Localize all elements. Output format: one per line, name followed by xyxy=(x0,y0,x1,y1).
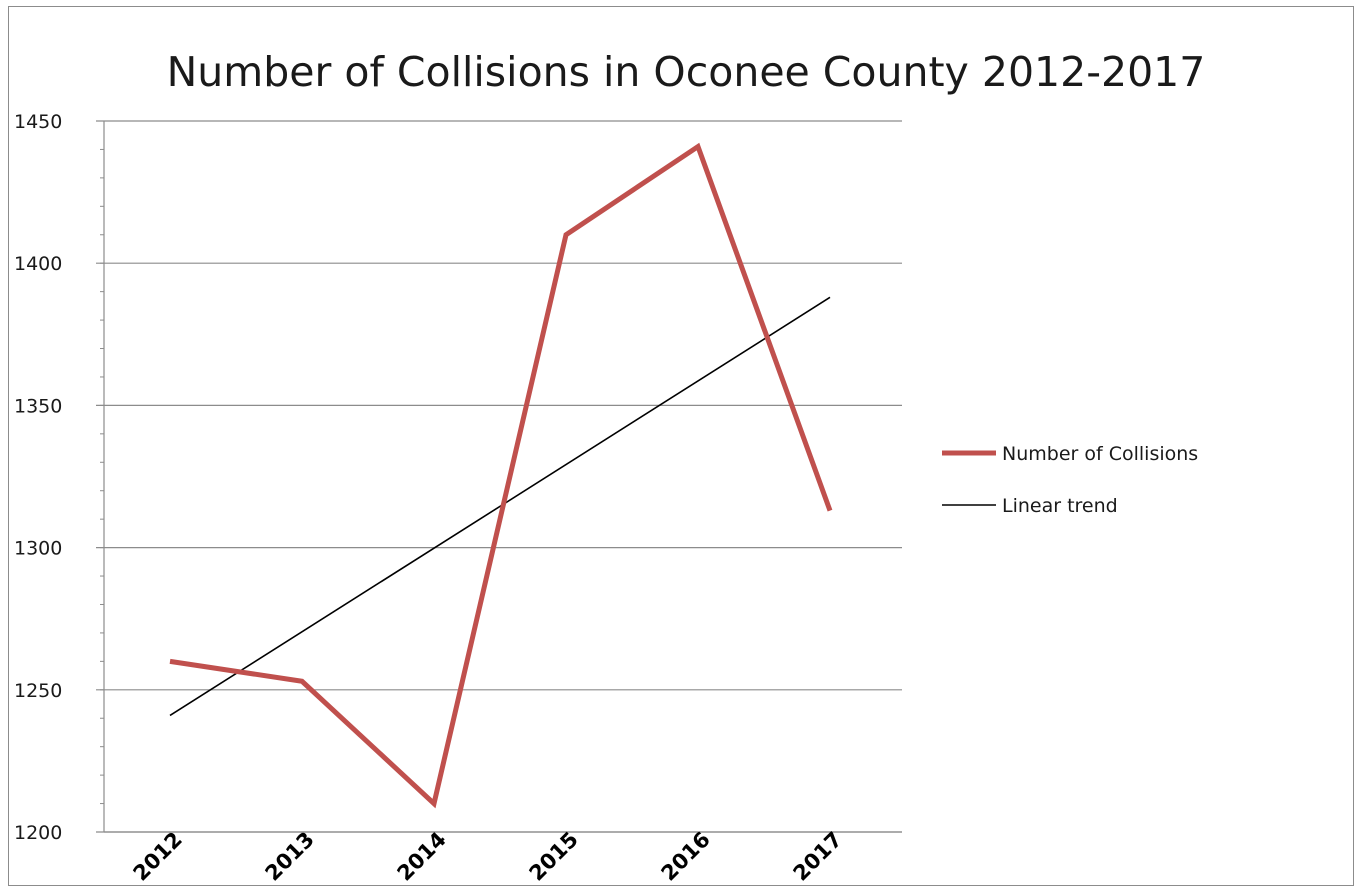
y-tick-label-1250: 1250 xyxy=(14,680,62,702)
x-axis-tick-labels: 2012 2013 2014 2015 2016 2017 xyxy=(129,827,847,885)
series-layer xyxy=(169,142,833,809)
x-tick-label-2015: 2015 xyxy=(525,827,583,885)
series-line-0 xyxy=(169,142,833,809)
chart-title: Number of Collisions in Oconee County 20… xyxy=(167,48,1206,96)
legend-label-series: Number of Collisions xyxy=(1002,443,1198,465)
trendline xyxy=(169,296,831,717)
gridlines xyxy=(96,120,902,833)
legend-label-trend: Linear trend xyxy=(1002,495,1118,517)
x-tick-label-2017: 2017 xyxy=(789,827,847,885)
axes xyxy=(100,120,902,837)
y-tick-label-1300: 1300 xyxy=(14,538,62,560)
chart-frame xyxy=(8,6,1354,886)
y-tick-label-1450: 1450 xyxy=(14,111,62,133)
x-tick-label-2016: 2016 xyxy=(657,827,715,885)
legend: Number of Collisions Linear trend xyxy=(942,443,1198,517)
x-tick-label-2014: 2014 xyxy=(393,827,451,885)
x-tick-label-2012: 2012 xyxy=(129,827,187,885)
y-axis-tick-labels: 1200 1250 1300 1350 1400 1450 xyxy=(14,111,62,844)
y-tick-label-1400: 1400 xyxy=(14,253,62,275)
y-tick-label-1200: 1200 xyxy=(14,822,62,844)
x-tick-label-2013: 2013 xyxy=(261,827,319,885)
y-tick-label-1350: 1350 xyxy=(14,395,62,417)
